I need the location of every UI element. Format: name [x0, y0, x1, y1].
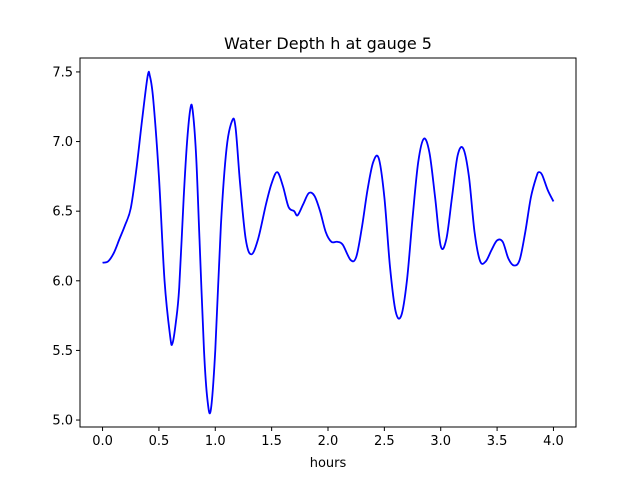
y-tick-label: 6.0: [52, 274, 73, 289]
y-tick-label: 5.5: [52, 344, 73, 359]
y-tick-label: 5.0: [52, 414, 73, 429]
y-tick-label: 7.0: [52, 135, 73, 150]
y-tick-label: 6.5: [52, 205, 73, 220]
axes-frame: [79, 57, 577, 428]
y-tick-label: 7.5: [52, 65, 73, 80]
series-line-0: [102, 70, 555, 415]
x-tick-label: 4.0: [543, 434, 564, 449]
x-tick-label: 2.0: [318, 434, 339, 449]
x-tick-label: 3.0: [430, 434, 451, 449]
x-tick-label: 0.5: [149, 434, 170, 449]
plot-area: [102, 70, 555, 415]
x-tick-label: 0.0: [92, 434, 113, 449]
axis-ticks: 0.0 0.5 1.0 1.5 2.0 2.5 3.0 3.5 4.0 5.0 5.5 6.0 6.5 7…: [52, 65, 563, 449]
x-axis-label: hours: [310, 456, 347, 471]
chart-title: Water Depth h at gauge 5: [224, 34, 432, 53]
x-tick-label: 3.5: [487, 434, 508, 449]
x-tick-label: 1.0: [205, 434, 226, 449]
x-tick-label: 1.5: [261, 434, 282, 449]
x-tick-label: 2.5: [374, 434, 395, 449]
